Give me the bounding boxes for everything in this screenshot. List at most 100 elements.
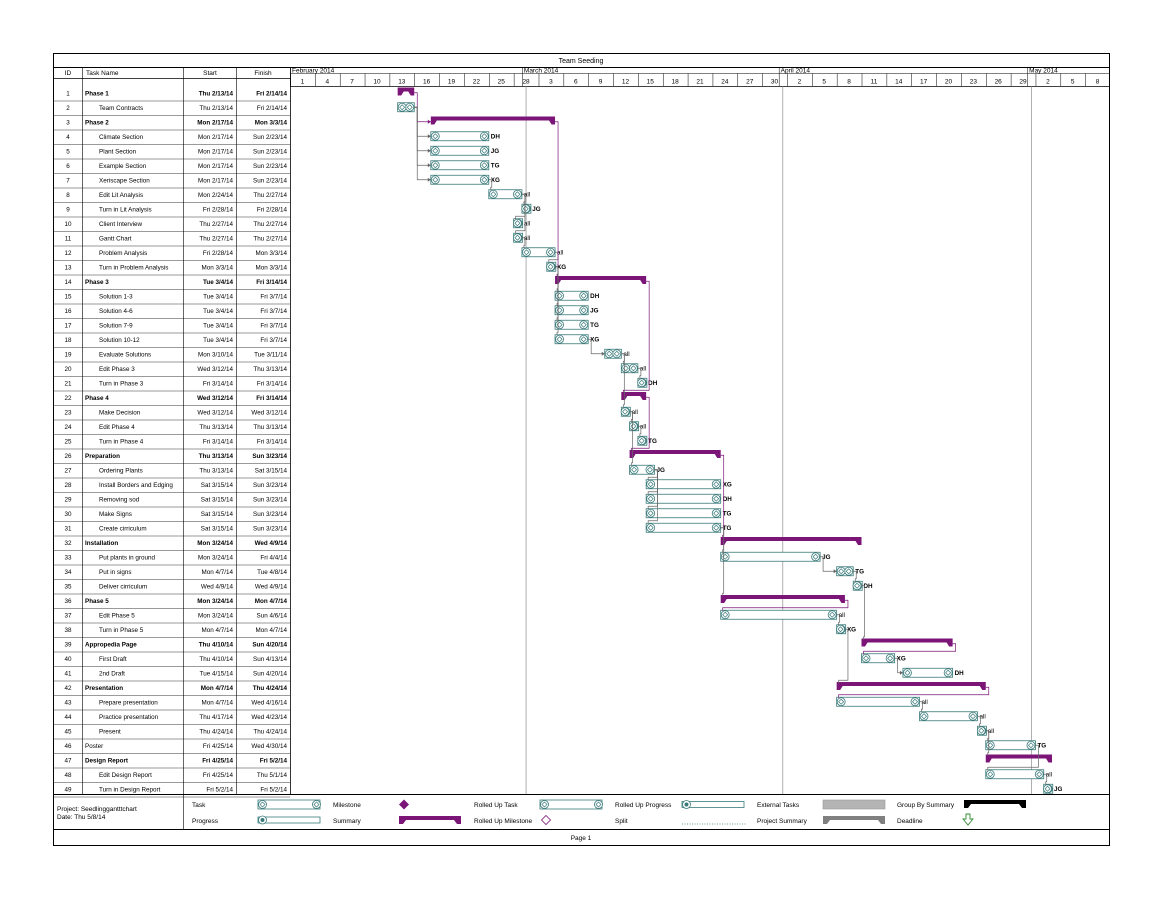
table-row: 46 Poster Fri 4/25/14 Wed 4/30/14	[53, 743, 290, 754]
task-name: Edit Phase 4	[99, 424, 135, 431]
table-row: 36 Phase 5 Mon 3/24/14 Mon 4/7/14	[53, 598, 290, 609]
day-tick-label: 9	[599, 79, 603, 86]
task-bar: TG	[645, 508, 732, 519]
dependency-link	[414, 106, 431, 152]
resource-label: TG	[491, 163, 500, 170]
resource-label: DH	[590, 293, 600, 300]
task-finish: Fri 3/14/14	[256, 279, 287, 286]
task-id: 6	[66, 163, 70, 170]
legend-deadline-label: Deadline	[897, 818, 923, 825]
table-row: 1 Phase 1 Thu 2/13/14 Fri 2/14/14	[53, 91, 290, 102]
task-finish: Thu 4/24/14	[253, 729, 287, 736]
task-start: Mon 2/17/14	[197, 120, 233, 127]
dependency-link	[861, 585, 865, 640]
task-name: Phase 1	[85, 91, 109, 98]
legend-milestone-swatch	[399, 799, 409, 810]
task-finish: Sun 3/23/14	[253, 511, 287, 518]
task-name: Team Contracts	[99, 105, 143, 112]
table-row: 12 Problem Analysis Fri 2/28/14 Mon 3/3/14	[53, 250, 290, 261]
task-start: Fri 2/28/14	[203, 207, 234, 214]
table-row: 45 Present Thu 4/24/14 Thu 4/24/14	[53, 729, 290, 740]
task-finish: Tue 3/11/14	[254, 352, 287, 359]
task-bar: XG	[430, 174, 500, 185]
dependency-arrowhead	[427, 134, 431, 139]
task-bar: all	[985, 769, 1052, 780]
task-id: 36	[64, 598, 72, 605]
task-id: 29	[64, 497, 72, 504]
task-bar: DH	[637, 377, 658, 388]
day-tick-label: 6	[574, 79, 578, 86]
task-id: 10	[64, 221, 72, 228]
task-start: Fri 2/28/14	[203, 250, 234, 257]
resource-label: all	[524, 221, 530, 228]
task-bar: all	[604, 348, 630, 359]
task-finish: Fri 3/14/14	[256, 395, 287, 402]
table-row: 35 Deliver cirriculum Wed 4/9/14 Wed 4/9/14	[53, 584, 290, 595]
task-finish: Wed 4/30/14	[251, 743, 287, 750]
task-start: Mon 3/24/14	[198, 613, 234, 620]
task-start: Tue 3/4/14	[203, 294, 233, 301]
table-row: 26 Preparation Thu 3/13/14 Sun 3/23/14	[53, 453, 290, 464]
dependency-link	[629, 411, 633, 466]
task-start: Wed 3/12/14	[197, 410, 233, 417]
task-name: Solution 4-6	[99, 308, 133, 315]
day-tick-label: 12	[622, 79, 630, 86]
legend-summary-swatch	[399, 816, 461, 824]
resource-label: TG	[723, 511, 732, 518]
task-finish: Mon 4/7/14	[255, 627, 287, 634]
task-finish: Sun 3/23/14	[252, 453, 287, 460]
task-finish: Thu 2/27/14	[253, 192, 287, 199]
table-row: 2 Team Contracts Thu 2/13/14 Fri 2/14/14	[53, 105, 290, 116]
task-start: Tue 3/4/14	[203, 279, 233, 286]
task-finish: Thu 2/27/14	[253, 221, 287, 228]
task-finish: Wed 4/16/14	[251, 700, 287, 707]
table-row: 38 Turn in Phase 5 Mon 4/7/14 Mon 4/7/14	[53, 627, 290, 638]
task-name: Ordering Plants	[99, 468, 143, 475]
task-start: Sat 3/15/14	[201, 526, 234, 533]
task-start: Mon 3/24/14	[197, 540, 233, 547]
task-name: Solution 1-3	[99, 294, 133, 301]
task-finish: Fri 5/2/14	[260, 758, 288, 765]
resource-label: all	[1046, 772, 1052, 779]
task-finish: Mon 3/3/14	[255, 120, 288, 127]
task-id: 33	[64, 555, 72, 562]
table-row: 30 Make Signs Sat 3/15/14 Sun 3/23/14	[53, 511, 290, 522]
dependency-link	[987, 744, 1039, 771]
task-start: Fri 4/25/14	[202, 758, 233, 765]
summary-bar	[836, 682, 986, 690]
summary-bar	[720, 595, 845, 603]
summary-bar	[861, 638, 953, 647]
resource-label: XG	[897, 656, 906, 663]
month-label: May 2014	[1029, 68, 1058, 75]
task-finish: Fri 3/7/14	[260, 323, 287, 330]
task-finish: Sun 2/23/14	[253, 134, 287, 141]
dependency-arrowhead	[427, 177, 431, 182]
task-finish: Sun 4/13/14	[253, 656, 287, 663]
dependency-link	[647, 469, 658, 524]
task-id: 21	[64, 381, 72, 388]
task-start: Thu 2/27/14	[199, 221, 233, 228]
task-start: Thu 2/13/14	[199, 91, 234, 98]
task-bar: all	[976, 725, 994, 736]
resource-label: XG	[847, 627, 856, 634]
dependency-link	[637, 367, 642, 379]
task-bar	[397, 102, 415, 113]
task-bar: TG	[554, 319, 599, 330]
task-id: 34	[64, 569, 72, 576]
task-name: Poster	[85, 743, 103, 750]
month-label: April 2014	[781, 68, 811, 75]
task-start: Wed 4/9/14	[201, 584, 234, 591]
table-header: ID Task Name Start Finish	[65, 70, 272, 77]
day-tick-label: 19	[448, 79, 456, 86]
day-tick-label: 5	[822, 79, 826, 86]
task-name: Installation	[85, 540, 118, 547]
task-finish: Fri 3/14/14	[257, 439, 288, 446]
task-id: 35	[64, 584, 72, 591]
task-finish: Sat 3/15/14	[255, 468, 288, 475]
resource-label: all	[640, 366, 646, 373]
resource-label: TG	[648, 438, 657, 445]
resource-label: all	[988, 728, 994, 735]
day-tick-label: 24	[721, 79, 729, 86]
task-name: Turn in Design Report	[99, 787, 161, 794]
task-bar: TG	[645, 522, 732, 533]
